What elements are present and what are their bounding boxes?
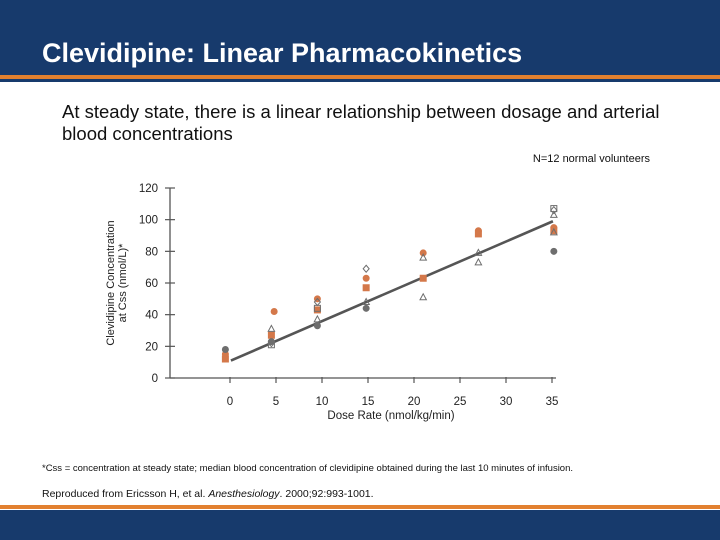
subject-circle-orange-point xyxy=(362,274,370,282)
y-tick-label: 120 xyxy=(139,183,158,195)
subject-square-orange-point xyxy=(267,331,275,339)
slide-title: Clevidipine: Linear Pharmacokinetics xyxy=(42,38,523,68)
header-bar xyxy=(0,0,720,82)
x-tick-label: 15 xyxy=(362,396,375,408)
subject-triangle-point xyxy=(267,324,276,332)
subject-triangle-point xyxy=(474,257,483,266)
plot-area: 0 20 40 60 80 100 120 0 5 10 15 20 25 30 35 Dose Rate (… xyxy=(105,183,558,422)
reference-citation: Reproduced from Ericsson H, et al. Anest… xyxy=(42,488,374,500)
x-tick-label: 30 xyxy=(500,396,513,408)
scatter-chart: 0 20 40 60 80 100 120 0 5 10 15 20 25 30 35 Dose Rate (… xyxy=(105,183,558,422)
y-axis-title: Clevidipine Concentrationat Css (nmol/L)… xyxy=(105,220,129,345)
subject-triangle-point xyxy=(549,210,558,218)
subject-diamond-point xyxy=(550,205,558,215)
y-tick-label: 20 xyxy=(145,341,158,353)
subject-circle-gray-point xyxy=(221,346,229,353)
footer-accent-rule xyxy=(0,505,720,509)
footer-bar xyxy=(0,510,720,540)
y-tick-label: 40 xyxy=(145,310,158,322)
subject-triangle-point xyxy=(362,297,371,305)
reference-suffix: . 2000;92:993-1001. xyxy=(279,488,374,500)
subject-circle-orange-point xyxy=(419,249,427,257)
subject-square-orange-point xyxy=(474,230,482,238)
x-tick-label: 0 xyxy=(227,396,233,408)
subject-triangle-point xyxy=(313,314,322,323)
subject-square-open-point xyxy=(550,205,558,213)
y-tick-label: 80 xyxy=(145,246,158,258)
subject-triangle-point xyxy=(419,292,428,301)
x-tick-label: 10 xyxy=(316,396,329,408)
subject-circle-gray-point xyxy=(362,304,370,312)
subject-circle-gray-point xyxy=(313,322,321,330)
slide-subtitle: At steady state, there is a linear relat… xyxy=(62,101,660,144)
subject-square-orange-point xyxy=(419,274,427,282)
subject-circle-gray-point xyxy=(550,247,558,255)
subject-square-orange-point xyxy=(362,284,370,292)
x-axis-title: Dose Rate (nmol/kg/min) xyxy=(327,410,454,422)
reference-prefix: Reproduced from Ericsson H, et al. xyxy=(42,488,209,500)
reference-journal: Anesthesiology xyxy=(208,488,280,500)
y-tick-label: 60 xyxy=(145,278,158,290)
header-accent-rule xyxy=(0,75,720,79)
regression-line xyxy=(230,220,554,362)
subject-circle-orange-point xyxy=(270,308,278,315)
sample-size-note: N=12 normal volunteers xyxy=(532,153,650,165)
subject-square-open-point xyxy=(267,341,275,349)
subject-triangle-point xyxy=(474,248,483,256)
subject-triangle-point xyxy=(549,227,558,236)
y-tick-label: 100 xyxy=(139,215,158,227)
x-tick-label: 35 xyxy=(546,396,559,408)
x-tick-label: 5 xyxy=(273,396,279,408)
subject-square-orange-point xyxy=(221,355,229,363)
x-tick-label: 20 xyxy=(408,396,421,408)
subject-square-orange-point xyxy=(313,306,321,314)
y-tick-label: 0 xyxy=(152,373,158,385)
x-tick-label: 25 xyxy=(454,396,467,408)
subject-square-open-point xyxy=(313,304,321,312)
subject-diamond-point xyxy=(362,264,370,274)
subject-square-orange-point xyxy=(550,227,558,235)
subject-triangle-point xyxy=(419,253,428,261)
footnote: *Css = concentration at steady state; me… xyxy=(42,463,574,474)
